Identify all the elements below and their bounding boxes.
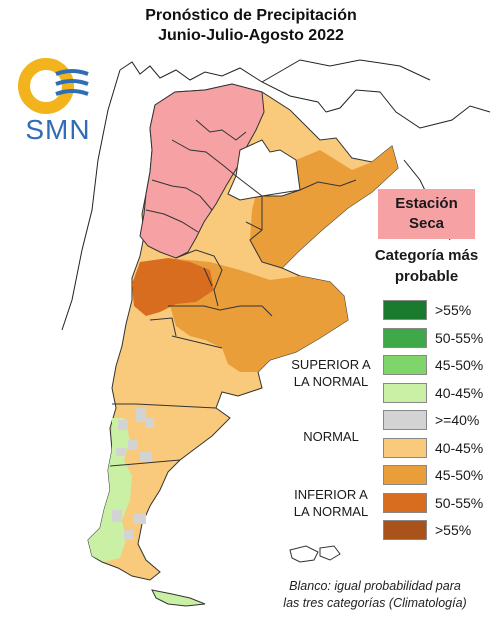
- smn-logo-text: SMN: [25, 114, 91, 145]
- map-subtitle: Junio-Julio-Agosto 2022: [158, 27, 344, 44]
- legend-label: >=40%: [435, 412, 480, 428]
- legend-swatch: [383, 493, 427, 513]
- argentina-regions: [87, 83, 399, 607]
- legend-label: 40-45%: [435, 385, 484, 401]
- legend-group-normal: NORMAL: [303, 429, 359, 444]
- legend-label: 50-55%: [435, 495, 484, 511]
- province-borders: [109, 119, 357, 467]
- climatology-region: [227, 139, 301, 201]
- legend-swatch: [383, 328, 427, 348]
- dark-orange-region: [132, 258, 214, 316]
- legend-label: 40-45%: [435, 440, 484, 456]
- legend-swatch: [383, 383, 427, 403]
- legend-swatch: [383, 355, 427, 375]
- legend-group-superior: SUPERIOR A LA NORMAL: [291, 357, 371, 389]
- map-title: Pronóstico de Precipitación: [145, 7, 357, 24]
- legend-label: 45-50%: [435, 467, 484, 483]
- legend-group-inferior: INFERIOR A LA NORMAL: [293, 487, 369, 519]
- legend-label: >55%: [435, 522, 472, 538]
- climatology-note: Blanco: igual probabilidad para las tres…: [283, 579, 467, 610]
- legend-label: >55%: [435, 302, 472, 318]
- legend-swatch: [383, 300, 427, 320]
- legend-swatch: [383, 438, 427, 458]
- neighbor-borders: [61, 59, 491, 331]
- normal-patches: [112, 408, 154, 540]
- malvinas-islands: [289, 545, 341, 563]
- light-green-region: [88, 418, 132, 562]
- legend-swatch: [383, 520, 427, 540]
- legend-heading: Categoría más probable: [374, 247, 479, 285]
- dry-season-region: [139, 83, 265, 259]
- legend-label: 45-50%: [435, 357, 484, 373]
- legend-swatch: [383, 465, 427, 485]
- legend-swatch: [383, 410, 427, 430]
- legend-label: 50-55%: [435, 330, 484, 346]
- tierra-del-fuego: [151, 589, 206, 607]
- dry-season-label: Estación Seca: [378, 189, 475, 239]
- smn-logo: [18, 58, 89, 114]
